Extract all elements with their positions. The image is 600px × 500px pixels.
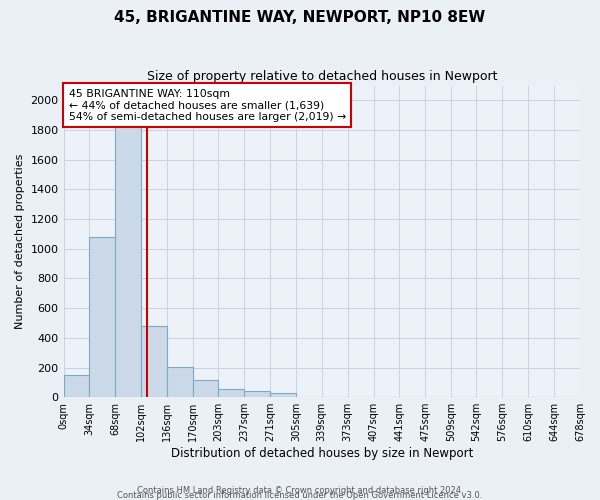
Bar bbox=[64, 375, 89, 397]
Bar bbox=[270, 393, 296, 397]
Text: Contains HM Land Registry data © Crown copyright and database right 2024.: Contains HM Land Registry data © Crown c… bbox=[137, 486, 463, 495]
Bar bbox=[218, 389, 244, 397]
Bar bbox=[167, 367, 193, 397]
Bar bbox=[141, 326, 167, 397]
Bar bbox=[89, 237, 115, 397]
Bar bbox=[244, 392, 270, 397]
Bar bbox=[193, 380, 218, 397]
Text: 45 BRIGANTINE WAY: 110sqm
← 44% of detached houses are smaller (1,639)
54% of se: 45 BRIGANTINE WAY: 110sqm ← 44% of detac… bbox=[69, 88, 346, 122]
X-axis label: Distribution of detached houses by size in Newport: Distribution of detached houses by size … bbox=[170, 447, 473, 460]
Bar bbox=[115, 118, 141, 397]
Text: 45, BRIGANTINE WAY, NEWPORT, NP10 8EW: 45, BRIGANTINE WAY, NEWPORT, NP10 8EW bbox=[115, 10, 485, 25]
Title: Size of property relative to detached houses in Newport: Size of property relative to detached ho… bbox=[146, 70, 497, 83]
Text: Contains public sector information licensed under the Open Government Licence v3: Contains public sector information licen… bbox=[118, 491, 482, 500]
Y-axis label: Number of detached properties: Number of detached properties bbox=[15, 154, 25, 329]
